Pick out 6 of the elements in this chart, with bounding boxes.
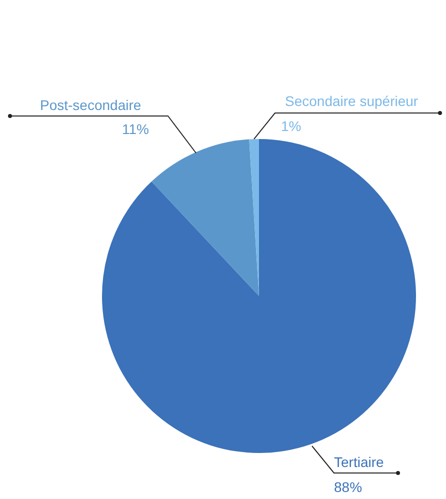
slice-label: Secondaire supérieur	[285, 93, 418, 109]
slice-label: Post-secondaire	[40, 97, 142, 113]
data-label: 88%	[334, 479, 362, 495]
slice-label: Tertiaire	[334, 454, 384, 470]
data-label: 1%	[281, 118, 302, 134]
data-label: 11%	[122, 121, 149, 137]
